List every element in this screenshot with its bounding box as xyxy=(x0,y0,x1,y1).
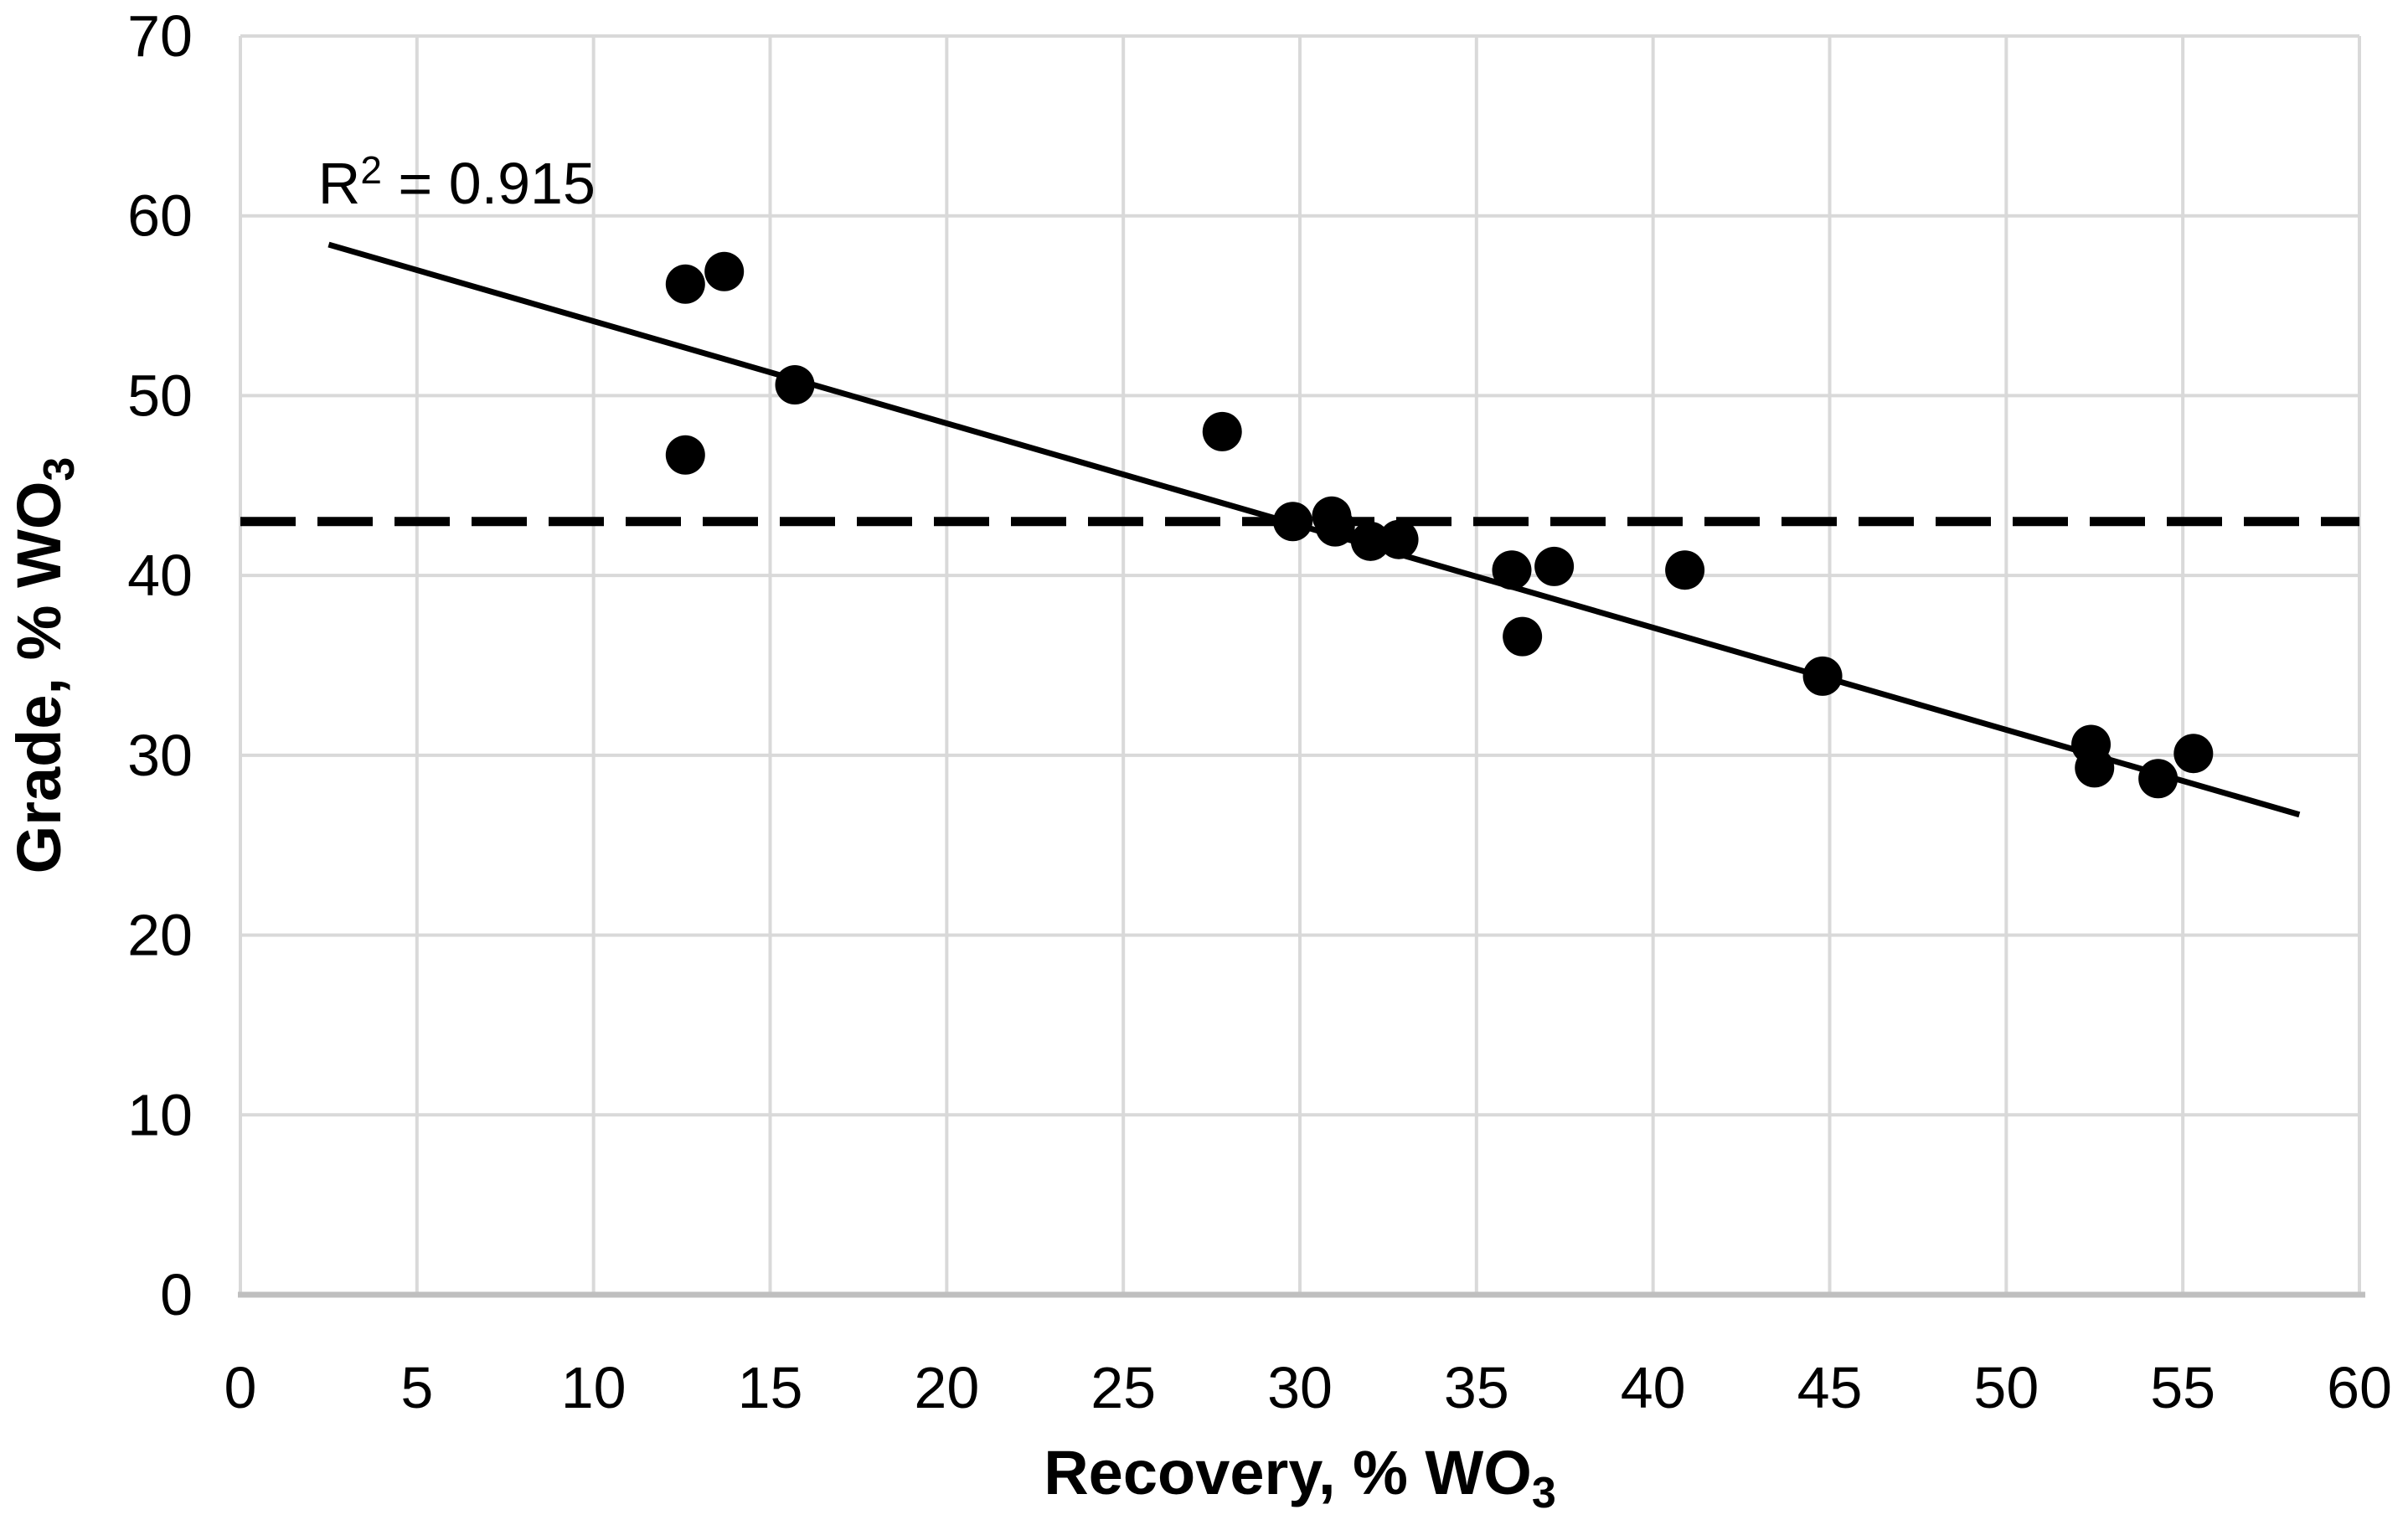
data-point xyxy=(665,264,705,304)
data-point xyxy=(1503,616,1543,657)
y-tick-label: 50 xyxy=(127,363,193,428)
y-tick-label: 70 xyxy=(127,3,193,69)
data-point xyxy=(665,435,705,475)
y-tick-label: 10 xyxy=(127,1082,193,1147)
r-squared-suffix: = 0.915 xyxy=(382,151,596,216)
y-tick-label: 30 xyxy=(127,723,193,788)
x-tick-label: 40 xyxy=(1621,1355,1686,1420)
x-tick-label: 10 xyxy=(561,1355,626,1420)
gridlines xyxy=(239,34,2361,1295)
data-point xyxy=(1802,656,1843,696)
data-point xyxy=(1202,411,1242,451)
r-squared-base: R xyxy=(318,151,361,216)
data-point xyxy=(775,365,815,405)
data-point xyxy=(1534,546,1575,586)
x-tick-label: 0 xyxy=(224,1355,257,1420)
labels-layer: 0 5 10 15 20 25 30 35 40 45 50 55 60 0 10 20 30 40 50 60 70 R… xyxy=(4,3,2392,1517)
y-axis-title: Grade, % WO3 xyxy=(4,457,84,874)
trendline-layer xyxy=(327,241,2301,818)
x-tick-label: 30 xyxy=(1267,1355,1333,1420)
x-tick-label: 55 xyxy=(2150,1355,2215,1420)
data-point xyxy=(2075,748,2115,788)
x-axis-title-subscript: 3 xyxy=(1532,1469,1556,1517)
r-squared-superscript: 2 xyxy=(360,148,382,192)
x-tick-label: 5 xyxy=(400,1355,433,1420)
trendline xyxy=(327,241,2301,818)
data-point xyxy=(1315,507,1355,547)
y-tick-label: 40 xyxy=(127,543,193,608)
y-tick-label: 60 xyxy=(127,183,193,249)
data-point xyxy=(704,251,745,291)
data-point xyxy=(1350,521,1390,561)
data-point xyxy=(2173,734,2214,774)
r-squared-annotation: R2 = 0.915 xyxy=(318,148,596,216)
x-tick-label: 20 xyxy=(914,1355,979,1420)
x-axis-title-text: Recovery, % WO xyxy=(1044,1438,1532,1507)
y-tick-label: 0 xyxy=(160,1262,193,1327)
data-point xyxy=(1492,550,1532,590)
data-point xyxy=(1273,502,1313,542)
y-axis-title-subscript: 3 xyxy=(35,457,84,482)
x-tick-label: 25 xyxy=(1091,1355,1156,1420)
x-axis-title: Recovery, % WO3 xyxy=(1044,1438,1556,1517)
data-point xyxy=(1379,519,1419,559)
x-tick-label: 45 xyxy=(1797,1355,1863,1420)
data-point xyxy=(2138,759,2179,799)
data-points-layer xyxy=(665,251,2214,799)
x-tick-label: 50 xyxy=(1973,1355,2039,1420)
x-tick-label: 35 xyxy=(1444,1355,1509,1420)
data-point xyxy=(1665,550,1705,590)
y-tick-label: 20 xyxy=(127,903,193,968)
x-tick-label: 15 xyxy=(738,1355,803,1420)
x-tick-label: 60 xyxy=(2327,1355,2392,1420)
y-axis-title-text: Grade, % WO xyxy=(4,482,74,874)
